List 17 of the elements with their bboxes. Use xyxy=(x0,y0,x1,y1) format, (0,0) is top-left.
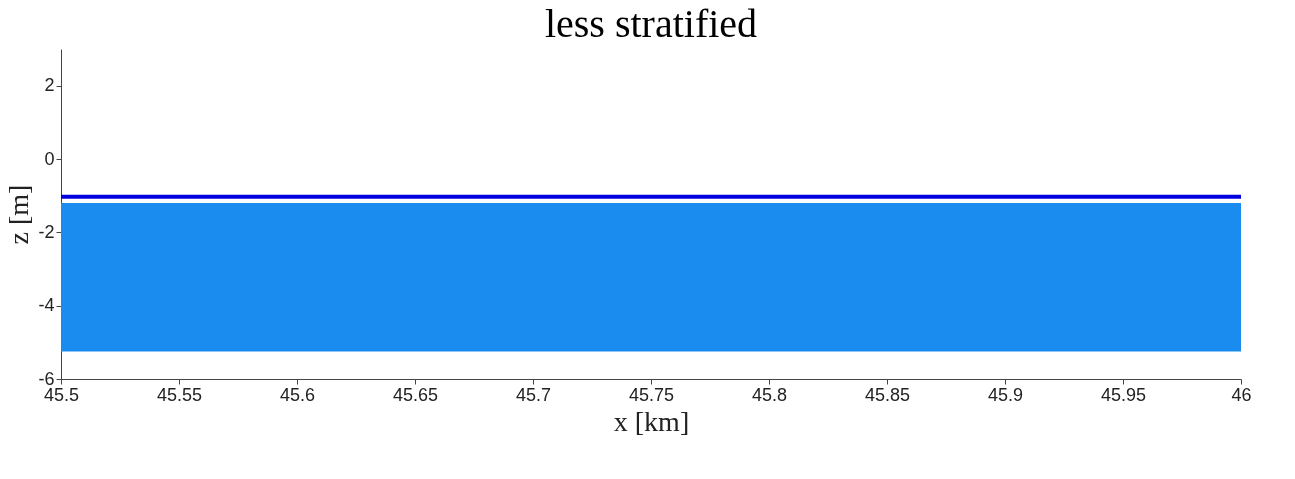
y-tick-label: 0 xyxy=(44,148,55,169)
x-tick-label: 45.55 xyxy=(156,384,203,405)
x-tick-label: 45.85 xyxy=(864,384,911,405)
y-tick-label: 2 xyxy=(44,75,55,96)
x-tick-label: 45.8 xyxy=(751,384,788,405)
x-tick-label: 45.7 xyxy=(515,384,552,405)
y-tick-label: -4 xyxy=(38,295,55,316)
x-axis-title: x [km] xyxy=(613,405,690,437)
x-tick-label: 45.65 xyxy=(392,384,439,405)
y-tick-label: -2 xyxy=(38,221,55,242)
x-tick-label: 45.75 xyxy=(628,384,675,405)
x-tick-label: 46 xyxy=(1231,384,1252,405)
y-axis-title: z [m] xyxy=(3,184,35,245)
x-tick-label: 45.6 xyxy=(279,384,316,405)
x-tick-label: 45.9 xyxy=(987,384,1024,405)
chart-title: less stratified xyxy=(544,1,758,46)
x-tick-label: 45.95 xyxy=(1100,384,1147,405)
